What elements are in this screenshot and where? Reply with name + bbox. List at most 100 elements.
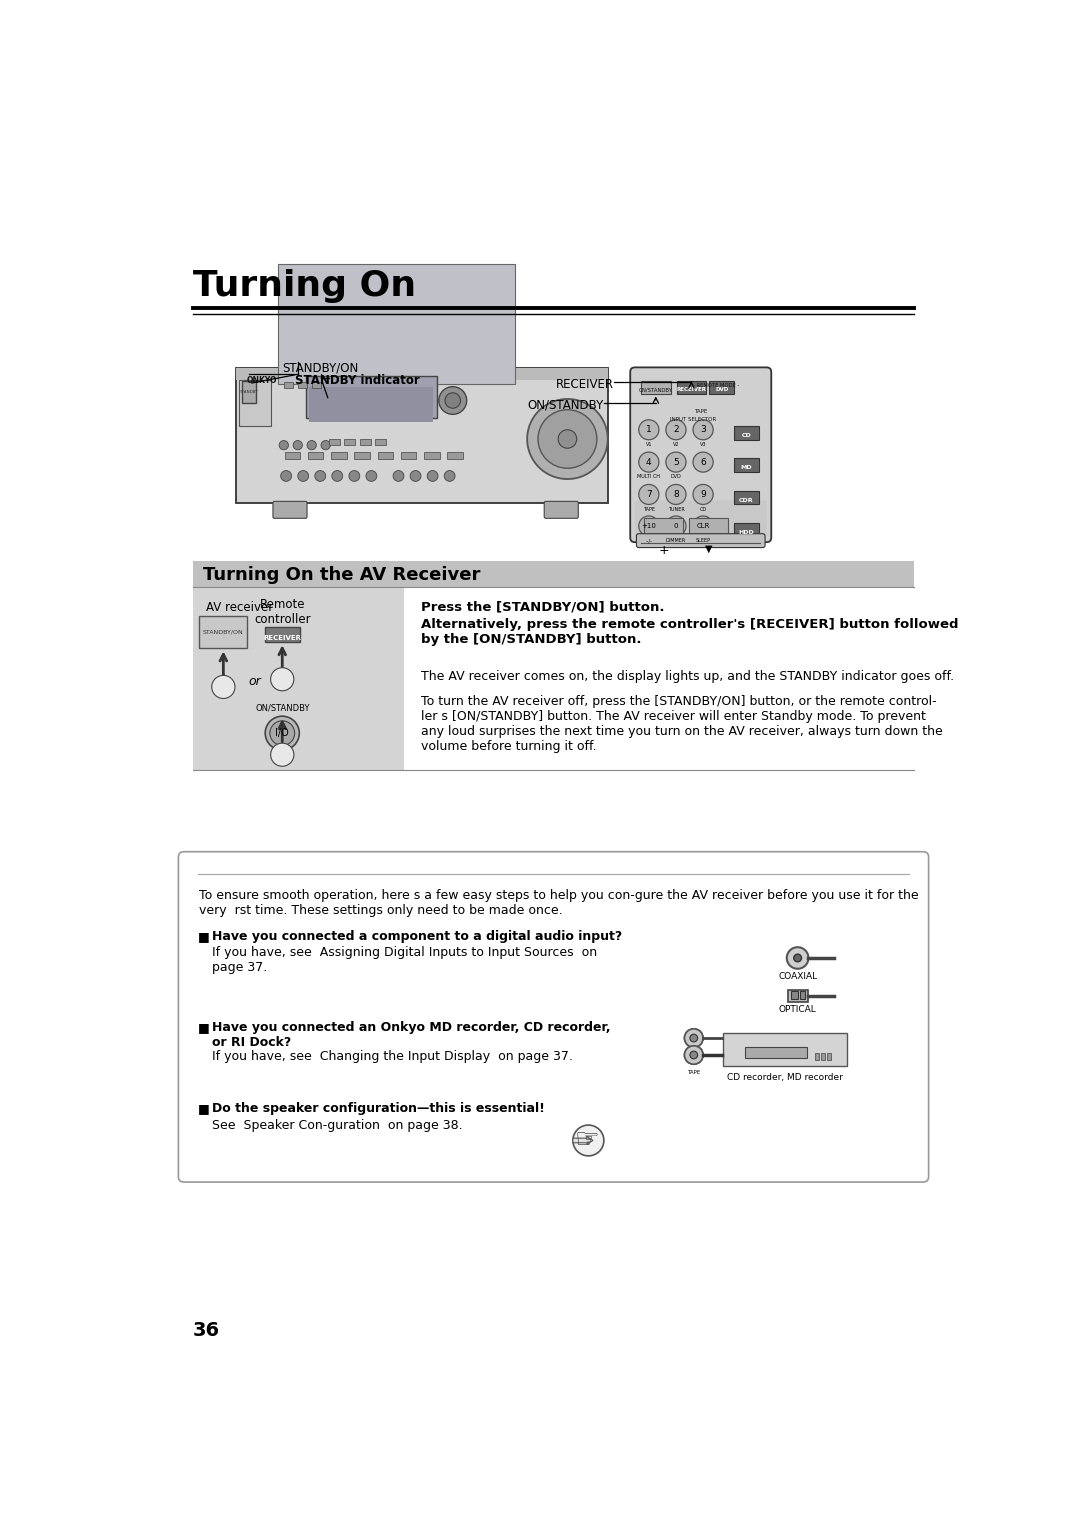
Bar: [734, 523, 759, 536]
Text: If you have, see  Assigning Digital Inputs to Input Sources  on
page 37.: If you have, see Assigning Digital Input…: [212, 946, 597, 975]
Text: COAXIAL: COAXIAL: [778, 972, 818, 981]
Circle shape: [558, 429, 577, 448]
Circle shape: [794, 953, 801, 961]
Text: If you have, see  Changing the Input Display  on page 37.: If you have, see Changing the Input Disp…: [212, 1050, 572, 1063]
Circle shape: [410, 471, 421, 481]
Circle shape: [270, 721, 295, 746]
Text: STANDBY/ON: STANDBY/ON: [202, 630, 243, 634]
Text: MD: MD: [741, 465, 753, 471]
FancyBboxPatch shape: [544, 501, 578, 518]
Bar: [345, 439, 355, 445]
FancyArrow shape: [572, 1137, 593, 1144]
Circle shape: [271, 743, 294, 766]
Circle shape: [693, 452, 713, 472]
Text: 8: 8: [673, 490, 679, 500]
Text: ONKYO: ONKYO: [246, 376, 278, 385]
Bar: [328, 439, 339, 445]
Bar: [734, 490, 759, 504]
Bar: [745, 1047, 807, 1057]
Text: TAPE: TAPE: [687, 1070, 701, 1074]
Bar: [724, 1033, 847, 1067]
Circle shape: [293, 440, 302, 449]
Bar: [235, 368, 608, 503]
Circle shape: [266, 717, 299, 750]
Bar: [642, 382, 671, 394]
Text: Alternatively, press the remote controller's [RECEIVER] button followed
by the [: Alternatively, press the remote controll…: [421, 617, 958, 646]
Text: INPUT SELECTOR: INPUT SELECTOR: [670, 417, 716, 422]
Bar: [200, 616, 247, 648]
Circle shape: [271, 668, 294, 691]
Text: RECEIVER: RECEIVER: [264, 634, 301, 640]
Circle shape: [690, 1034, 698, 1042]
Circle shape: [685, 1028, 703, 1047]
Bar: [332, 452, 347, 458]
Circle shape: [638, 420, 659, 440]
Bar: [354, 452, 369, 458]
Text: CLR: CLR: [697, 523, 710, 529]
Bar: [193, 561, 914, 587]
Circle shape: [281, 471, 292, 481]
Text: The AV receiver comes on, the display lights up, and the STANDBY indicator goes : The AV receiver comes on, the display li…: [421, 669, 954, 683]
Text: To ensure smooth operation, here s a few easy steps to help you con­gure the AV : To ensure smooth operation, here s a few…: [200, 889, 919, 917]
Circle shape: [349, 471, 360, 481]
Text: V3: V3: [700, 442, 706, 448]
Text: STANDBY: STANDBY: [240, 390, 258, 394]
Text: DVD: DVD: [715, 388, 728, 393]
Text: I/O: I/O: [275, 729, 289, 738]
Bar: [375, 439, 387, 445]
Text: or: or: [248, 675, 261, 689]
Text: ON/STANDBY: ON/STANDBY: [255, 704, 310, 714]
Circle shape: [307, 440, 316, 449]
Text: CDR: CDR: [739, 498, 754, 503]
Text: CD: CD: [742, 432, 752, 439]
Circle shape: [638, 452, 659, 472]
Bar: [689, 518, 728, 533]
Bar: [239, 380, 271, 426]
Text: 0: 0: [674, 523, 678, 529]
Bar: [298, 382, 307, 388]
Text: ☞: ☞: [575, 1126, 599, 1155]
Text: 5: 5: [673, 457, 679, 466]
Text: CD recorder, MD recorder: CD recorder, MD recorder: [727, 1074, 843, 1082]
Text: To turn the AV receiver off, press the [STANDBY/ON] button, or the remote contro: To turn the AV receiver off, press the […: [421, 695, 943, 753]
Text: ■: ■: [198, 931, 210, 943]
Circle shape: [445, 393, 460, 408]
Circle shape: [332, 471, 342, 481]
Bar: [306, 376, 437, 419]
Text: 2: 2: [673, 425, 678, 434]
Circle shape: [298, 471, 309, 481]
Text: RECEIVER: RECEIVER: [556, 377, 613, 391]
FancyBboxPatch shape: [635, 501, 767, 538]
Text: MULTI CH: MULTI CH: [637, 474, 660, 480]
Text: ■: ■: [198, 1102, 210, 1115]
Text: Remote
controller: Remote controller: [254, 597, 311, 625]
Bar: [235, 368, 608, 380]
Circle shape: [690, 1051, 698, 1059]
Bar: [827, 1053, 831, 1059]
Text: +10: +10: [642, 523, 657, 529]
Circle shape: [666, 420, 686, 440]
FancyBboxPatch shape: [636, 533, 765, 547]
Circle shape: [527, 399, 608, 480]
Bar: [360, 439, 370, 445]
Circle shape: [366, 471, 377, 481]
Text: OPTICAL: OPTICAL: [779, 1005, 816, 1015]
Text: Have you connected a component to a digital audio input?: Have you connected a component to a digi…: [212, 931, 622, 943]
Text: 1: 1: [646, 425, 651, 434]
Text: 3: 3: [700, 425, 706, 434]
Circle shape: [685, 1045, 703, 1063]
Text: Turning On: Turning On: [193, 269, 416, 303]
Text: +: +: [658, 544, 669, 556]
Circle shape: [666, 516, 686, 536]
Text: HDD: HDD: [739, 530, 754, 535]
Bar: [787, 990, 808, 1002]
Text: RECEIVER: RECEIVER: [676, 388, 706, 393]
Text: 6: 6: [700, 457, 706, 466]
Text: V2: V2: [673, 442, 679, 448]
Bar: [308, 452, 323, 458]
Circle shape: [693, 484, 713, 504]
Bar: [193, 587, 404, 770]
Bar: [814, 1053, 819, 1059]
Bar: [284, 452, 300, 458]
Text: TUNER: TUNER: [667, 507, 685, 512]
